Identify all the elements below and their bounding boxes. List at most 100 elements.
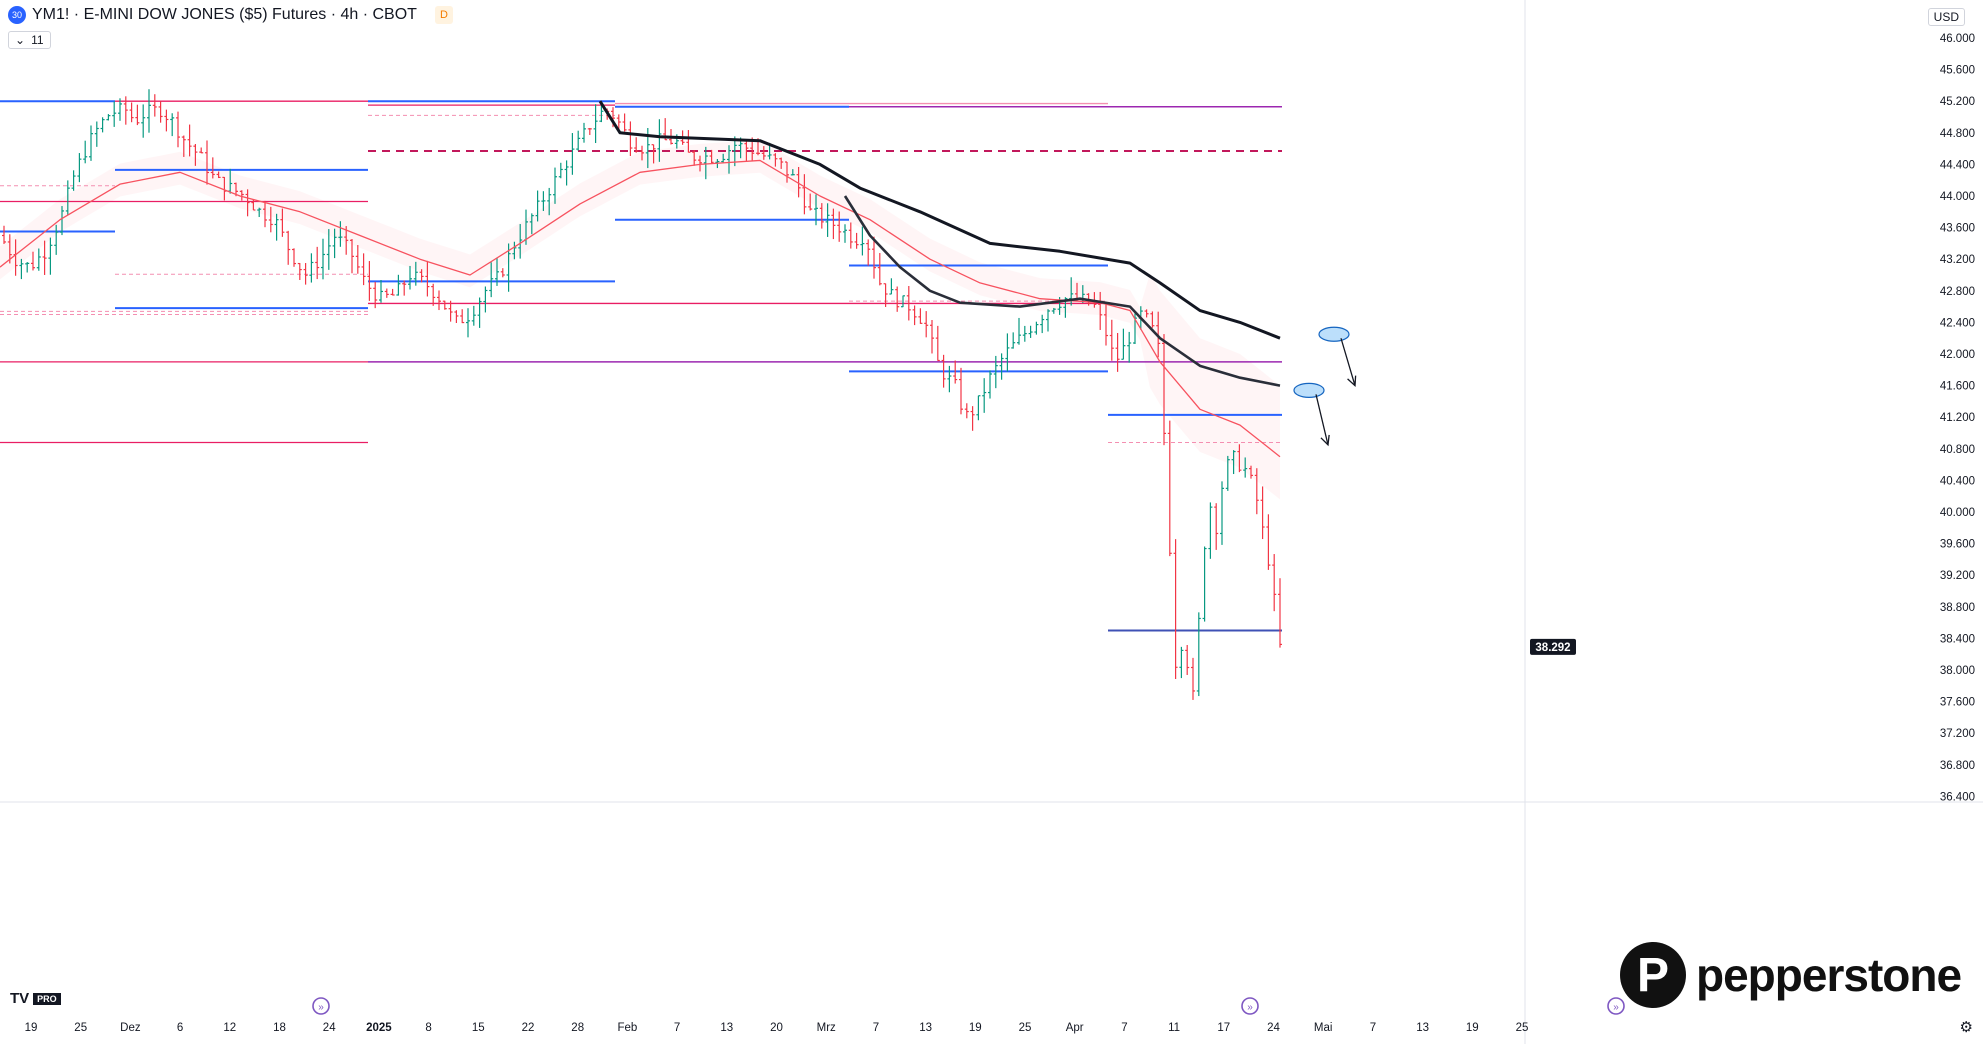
candle [187,124,192,157]
candle [495,257,499,286]
annotation-ellipse [1318,326,1350,342]
candle [199,147,204,154]
candle [831,208,836,240]
candle [640,145,644,161]
candle [1191,657,1195,700]
price-tick-label: 43.200 [1940,254,1975,266]
event-marker: » [1241,997,1259,1015]
candle [628,121,633,156]
candle [60,206,64,236]
symbol-title[interactable]: YM1! · E-MINI DOW JONES ($5) Futures · 4… [32,6,417,23]
event-marker-circle [1607,997,1625,1015]
candle [837,211,842,242]
last-price-label: 38.292 [1535,642,1570,654]
time-tick-label: 8 [425,1022,431,1034]
indicator-count: 11 [31,33,44,47]
currency-selector[interactable]: USD [1927,8,1965,26]
candle [918,308,923,324]
candle [170,113,175,137]
candle [941,354,946,388]
time-tick-label: Mai [1314,1022,1333,1034]
pepperstone-logo: P pepperstone [1620,942,1962,1008]
candle [935,325,940,362]
candle [1272,554,1277,612]
candle [309,253,314,283]
time-tick-label: 7 [1370,1022,1376,1034]
candle [477,297,482,328]
time-tick-label: 7 [1121,1022,1127,1034]
time-tick-label: 13 [720,1022,733,1034]
candle [1046,309,1050,332]
candle [245,189,250,217]
candle [100,117,105,133]
candle [698,155,702,172]
candle [964,403,969,419]
annotation-line [1340,338,1356,386]
time-tick-label: 6 [177,1022,183,1034]
candle [1249,465,1253,479]
candle [19,258,24,280]
time-axis[interactable]: 19 25 Dez 6 12 18 24 2025 8 15 22 28 Feb 7 13 20 Mrz 7 13 1… [0,801,1983,1034]
event-marker-glyph: » [318,1002,324,1013]
gear-icon[interactable]: ⚙ [1959,1019,1973,1036]
delayed-badge: D [434,6,453,24]
annotations [1293,326,1357,447]
candle [216,171,221,179]
ema-line-2 [843,195,1281,387]
candle [582,122,586,143]
candle [89,125,93,161]
candle [721,153,726,164]
indicators-toggle[interactable]: ⌄ 11 [8,31,51,49]
price-axis[interactable]: 46.000 45.600 45.200 44.800 44.400 44.000 43.6… [1524,0,1975,1044]
candle [732,136,737,167]
price-tick-label: 41.600 [1940,381,1975,393]
price-tick-label: 38.000 [1940,665,1975,677]
candle [825,203,830,237]
candle [1028,325,1033,338]
tradingview-pro: PRO [33,992,61,1005]
candle [326,229,331,270]
candle [541,191,546,211]
candle [860,226,865,256]
candle [1034,321,1039,335]
annotation-arrow [1293,382,1330,447]
candle [1202,546,1207,622]
candle [773,153,778,167]
price-tick-label: 44.400 [1940,159,1975,171]
time-tick-label: 19 [969,1022,982,1034]
candle [848,222,853,249]
candle [158,101,163,123]
time-tick-label: 24 [1267,1022,1280,1034]
time-tick-label: Dez [120,1022,141,1034]
candle [808,193,813,211]
candle [77,153,82,183]
time-tick-label: 25 [74,1022,87,1034]
price-tick-label: 45.200 [1940,96,1975,108]
tradingview-logo[interactable]: TV PRO [10,990,61,1007]
tradingview-mark: TV [10,990,30,1007]
candle [854,232,859,249]
candle [1225,455,1230,491]
candle [1173,539,1178,679]
candle [866,239,871,266]
candle [1040,314,1045,334]
candle [1022,325,1027,342]
candle [315,246,320,280]
candle [564,160,569,186]
candle [112,101,117,127]
candle [71,170,76,191]
candle [761,146,766,160]
price-tick-label: 39.600 [1940,539,1975,551]
event-marker-circle [312,997,330,1015]
candle [796,166,801,198]
candle [147,89,151,133]
candle [239,190,244,201]
candle [843,224,847,243]
price-tick-label: 40.000 [1940,507,1975,519]
candle [210,157,215,179]
candle [402,280,407,296]
candle [286,230,291,265]
symbol-header[interactable]: 30 YM1! · E-MINI DOW JONES ($5) Futures … [8,6,453,24]
